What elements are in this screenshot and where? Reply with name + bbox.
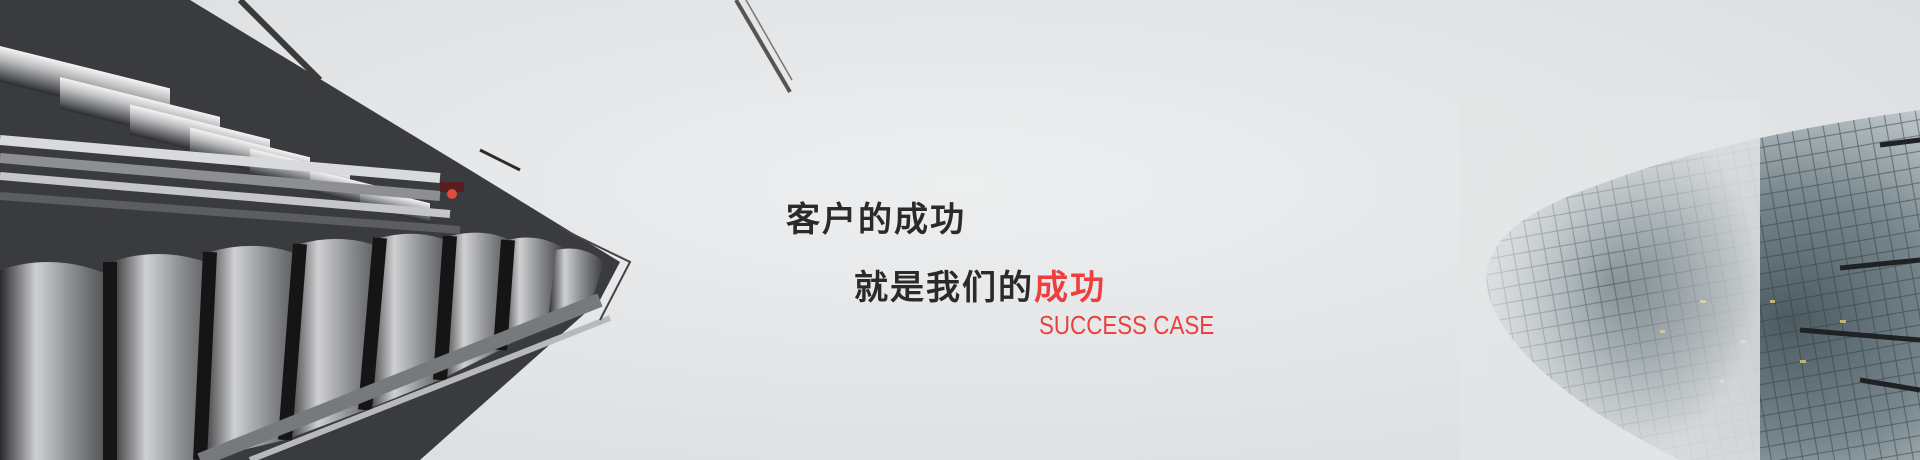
crane-image xyxy=(734,0,793,94)
subline-prefix: 就是我们的 xyxy=(854,268,1034,308)
banner-headline: 客户的成功 xyxy=(786,200,966,240)
subline-highlight: 成功 xyxy=(1034,268,1106,308)
banner-subline: 就是我们的成功 xyxy=(854,260,1106,309)
right-building-image xyxy=(1460,100,1920,460)
left-building-image xyxy=(0,0,632,460)
success-case-label: SUCCESS CASE xyxy=(1039,310,1215,340)
